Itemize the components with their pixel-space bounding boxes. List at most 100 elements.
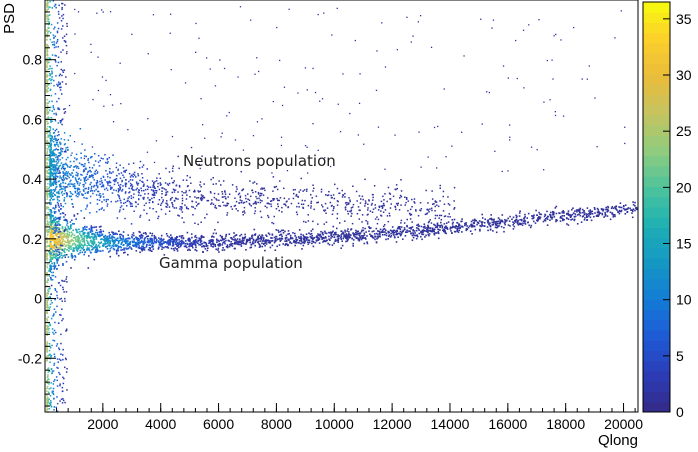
gamma-point <box>195 236 198 239</box>
neutron-point <box>202 195 204 197</box>
neutron-point <box>122 208 125 210</box>
neutron-point <box>366 214 369 216</box>
neutron-point <box>270 200 272 202</box>
neutron-point <box>201 155 203 157</box>
low-qlong-point <box>51 221 53 224</box>
gamma-point <box>358 232 361 234</box>
neutron-point <box>240 201 243 204</box>
low-qlong-point <box>58 228 60 231</box>
low-qlong-point <box>49 57 51 60</box>
neutron-point <box>140 187 142 189</box>
low-qlong-point <box>48 21 50 23</box>
low-qlong-point <box>64 366 66 369</box>
gamma-point <box>224 237 227 239</box>
low-qlong-point <box>63 112 66 114</box>
gamma-point <box>324 232 327 234</box>
low-qlong-point <box>46 359 48 361</box>
gamma-point <box>74 238 77 241</box>
neutron-point <box>325 221 328 223</box>
gamma-point <box>255 238 258 241</box>
gamma-point <box>100 225 102 228</box>
low-qlong-point <box>51 7 54 9</box>
neutron-point <box>68 173 71 175</box>
gamma-point <box>87 267 90 269</box>
gamma-point <box>586 216 588 219</box>
gamma-point <box>264 244 266 247</box>
gamma-point <box>95 226 97 228</box>
low-qlong-point <box>61 279 63 282</box>
gamma-point <box>583 219 586 221</box>
gamma-point <box>532 220 535 223</box>
low-qlong-point <box>54 298 56 301</box>
low-qlong-point <box>50 159 53 162</box>
low-qlong-point <box>51 274 53 277</box>
gamma-point <box>439 229 441 231</box>
low-qlong-point <box>47 31 49 34</box>
gamma-point <box>84 244 86 246</box>
neutron-point <box>114 179 116 181</box>
gamma-point <box>178 235 181 238</box>
gamma-point <box>73 214 76 216</box>
gamma-point <box>427 225 430 228</box>
gamma-point <box>49 254 51 256</box>
neutron-point <box>252 203 255 205</box>
neutron-point <box>432 203 434 205</box>
low-qlong-point <box>57 157 59 159</box>
gamma-point <box>87 242 90 244</box>
gamma-point <box>535 209 537 212</box>
neutron-point <box>65 149 67 151</box>
gamma-point <box>572 212 575 214</box>
neutron-point <box>436 204 438 206</box>
gamma-point <box>579 214 582 217</box>
gamma-point <box>133 238 136 240</box>
gamma-point <box>57 244 60 246</box>
neutron-point <box>153 187 156 189</box>
low-qlong-point <box>47 183 49 185</box>
gamma-point <box>180 235 183 237</box>
neutron-point <box>436 214 439 217</box>
neutron-point <box>347 202 350 204</box>
neutron-point <box>108 156 111 159</box>
gamma-point <box>370 234 372 237</box>
low-qlong-point <box>58 170 61 172</box>
gamma-point <box>86 249 88 251</box>
gamma-point <box>302 241 304 244</box>
gamma-point <box>214 245 217 248</box>
gamma-point <box>66 241 68 244</box>
gamma-point <box>205 243 208 246</box>
neutron-point <box>131 179 134 181</box>
neutron-point <box>137 191 140 193</box>
neutron-point <box>60 162 63 164</box>
gamma-point <box>350 234 352 236</box>
gamma-point <box>177 244 179 247</box>
neutron-point <box>226 214 228 216</box>
neutron-point <box>56 167 59 170</box>
low-qlong-point <box>49 217 52 219</box>
gamma-point <box>112 245 115 248</box>
low-qlong-point <box>53 37 55 39</box>
gamma-point <box>453 218 456 221</box>
neutron-point <box>133 189 135 191</box>
low-qlong-point <box>57 10 60 13</box>
gamma-point <box>497 217 500 219</box>
low-qlong-point <box>49 303 52 305</box>
gamma-point <box>54 245 56 248</box>
gamma-point <box>307 239 310 241</box>
gamma-point <box>271 237 273 239</box>
neutron-point <box>263 187 265 189</box>
neutron-point <box>177 191 179 193</box>
low-qlong-point <box>46 175 48 177</box>
neutron-point <box>81 193 83 195</box>
neutron-point <box>453 186 456 189</box>
gamma-point <box>498 225 500 227</box>
neutron-point <box>342 194 344 196</box>
low-qlong-point <box>52 44 54 46</box>
neutron-point <box>211 202 213 204</box>
neutron-point <box>171 204 174 206</box>
gamma-point <box>519 219 521 221</box>
gamma-point <box>586 213 589 216</box>
low-qlong-point <box>46 228 48 231</box>
gamma-point <box>524 215 526 218</box>
low-qlong-point <box>65 358 67 361</box>
gamma-point <box>58 227 61 230</box>
